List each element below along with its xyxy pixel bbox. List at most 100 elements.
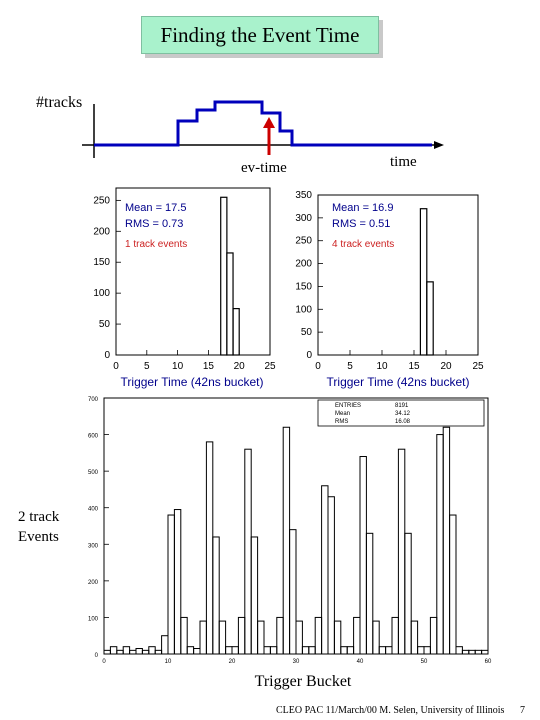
chart3-bar xyxy=(289,529,297,655)
chart3-ytick-label: 600 xyxy=(88,434,99,440)
chart3-ytick-label: 500 xyxy=(88,470,99,476)
chart3-bar xyxy=(301,646,310,655)
chart3-bar xyxy=(314,616,323,655)
chart1-ytick-label: 50 xyxy=(99,319,111,330)
chart3-entries-label: ENTRIES xyxy=(335,403,361,409)
chart3-bar xyxy=(378,646,387,655)
chart3-bar xyxy=(186,646,195,655)
chart3-bar xyxy=(359,456,367,655)
chart2-xtick-label: 15 xyxy=(408,361,420,372)
chart3-bar xyxy=(257,620,265,655)
chart2-ytick-label: 50 xyxy=(301,327,313,338)
chart3-bar xyxy=(295,620,303,655)
chart1-ytick-label: 0 xyxy=(104,350,110,361)
chart2-ytick-label: 300 xyxy=(295,213,312,224)
chart3-bar xyxy=(154,649,163,655)
histogram-4-track: Mean = 16.9 RMS = 0.51 4 track events Tr… xyxy=(295,190,484,389)
chart3-bar xyxy=(365,532,374,655)
chart1-bar xyxy=(220,196,228,356)
chart3-ytick-label: 300 xyxy=(88,543,99,549)
chart2-ytick-label: 350 xyxy=(295,190,312,201)
chart1-xtick-label: 10 xyxy=(172,361,184,372)
chart3-bar xyxy=(225,646,233,655)
chart3-bar xyxy=(423,646,431,655)
chart1-xtick-label: 15 xyxy=(203,361,215,372)
chart3-bar xyxy=(353,616,361,655)
chart3-bar xyxy=(372,620,380,655)
chart3-bar xyxy=(231,646,239,655)
ev-time-arrow-icon xyxy=(263,117,275,128)
chart3-xtick-label: 40 xyxy=(357,659,364,665)
chart3-xtick-label: 60 xyxy=(485,659,492,665)
chart1-xtick-label: 5 xyxy=(144,361,150,372)
chart3-bar xyxy=(141,649,150,655)
chart3-ytick-label: 0 xyxy=(95,653,99,659)
chart3-bar xyxy=(455,646,463,655)
chart3-bar xyxy=(340,646,348,655)
chart1-xlabel: Trigger Time (42ns bucket) xyxy=(121,375,264,389)
chart3-bar xyxy=(410,620,419,655)
chart3-bar xyxy=(468,649,476,655)
chart3-bar xyxy=(474,649,483,655)
chart2-rms: RMS = 0.51 xyxy=(332,218,390,230)
track-schematic: #tracks ev-time time xyxy=(36,94,444,176)
chart3-bar xyxy=(276,616,284,655)
chart3-bar xyxy=(404,532,412,655)
footer-text: CLEO PAC 11/March/00 M. Selen, Universit… xyxy=(276,705,505,716)
chart2-ytick-label: 100 xyxy=(295,304,312,315)
schematic-track-curve xyxy=(94,100,432,147)
chart3-bar xyxy=(385,646,393,655)
chart3-xlabel: Trigger Bucket xyxy=(255,673,352,690)
chart1-rms: RMS = 0.73 xyxy=(125,218,183,230)
chart3-mean-label: Mean xyxy=(335,411,350,417)
chart3-bar xyxy=(391,616,399,655)
chart1-bar xyxy=(226,252,234,356)
chart3-bar xyxy=(327,496,335,655)
chart3-bar xyxy=(481,649,489,655)
chart3-bar xyxy=(417,646,425,655)
chart3-bar xyxy=(237,616,246,655)
chart3-bar xyxy=(269,646,278,655)
chart3-xtick-label: 10 xyxy=(165,659,172,665)
chart3-ytick-label: 200 xyxy=(88,580,99,586)
chart1-xtick-label: 20 xyxy=(234,361,246,372)
chart3-bar xyxy=(116,649,124,655)
chart3-bar xyxy=(122,646,131,655)
chart1-xtick-label: 0 xyxy=(113,361,119,372)
chart3-bar xyxy=(282,426,291,655)
histogram-2-track: ENTRIES 8191 Mean 34.12 RMS 16.08 2 trac… xyxy=(18,397,492,690)
chart3-bar xyxy=(333,620,342,655)
chart3-ytick-label: 400 xyxy=(88,507,99,513)
schematic-ylabel: #tracks xyxy=(36,94,82,111)
chart3-ylabel-line2: Events xyxy=(18,529,59,545)
chart3-bar xyxy=(193,648,201,655)
chart3-bar xyxy=(250,536,259,655)
histogram-1-track: Mean = 17.5 RMS = 0.73 1 track events Tr… xyxy=(93,187,276,389)
chart3-bar xyxy=(461,649,470,655)
chart1-ytick-label: 200 xyxy=(93,226,110,237)
chart1-ytick-label: 100 xyxy=(93,288,110,299)
chart3-bar xyxy=(321,485,329,655)
chart3-bar xyxy=(129,649,137,655)
chart3-xtick-label: 30 xyxy=(293,659,300,665)
chart3-bar xyxy=(212,536,220,655)
chart1-ytick-label: 150 xyxy=(93,257,110,268)
ev-time-label: ev-time xyxy=(241,160,287,176)
schematic-xlabel: time xyxy=(390,154,417,170)
chart1-mean: Mean = 17.5 xyxy=(125,202,186,214)
chart2-ytick-label: 250 xyxy=(295,236,312,247)
chart2-xtick-label: 5 xyxy=(347,361,353,372)
chart1-ytick-label: 250 xyxy=(93,195,110,206)
chart3-bar xyxy=(205,441,214,655)
chart3-bar xyxy=(199,620,207,655)
chart1-frame xyxy=(115,187,271,356)
schematic-arrow-icon xyxy=(434,141,444,149)
chart3-bar xyxy=(442,426,451,655)
chart2-ytick-label: 200 xyxy=(295,259,312,270)
chart3-ytick-label: 700 xyxy=(88,397,99,403)
chart3-bar xyxy=(180,616,188,655)
chart2-label: 4 track events xyxy=(332,239,394,250)
chart2-xtick-label: 20 xyxy=(440,361,452,372)
chart2-bar xyxy=(426,281,434,356)
